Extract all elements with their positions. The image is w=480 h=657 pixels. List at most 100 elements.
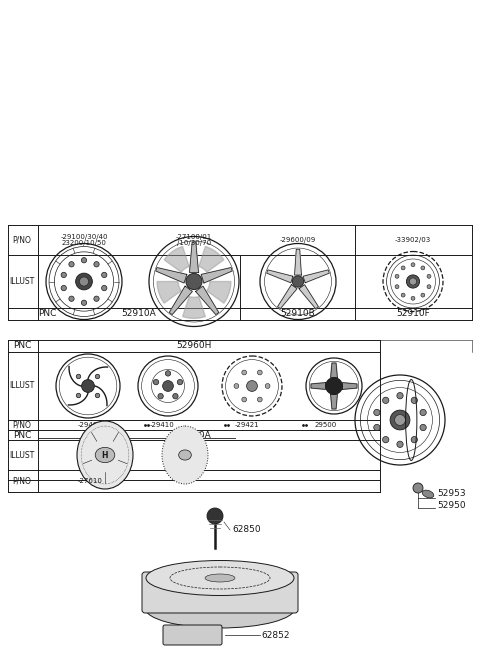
Text: -29421: -29421 xyxy=(235,422,260,428)
Text: -29100/30/40
23200/10/50: -29100/30/40 23200/10/50 xyxy=(60,233,108,246)
Text: -29400: -29400 xyxy=(78,422,103,428)
Circle shape xyxy=(374,409,380,416)
Text: -33902/03: -33902/03 xyxy=(395,237,431,243)
Ellipse shape xyxy=(422,490,434,498)
Circle shape xyxy=(265,384,270,388)
Polygon shape xyxy=(299,284,318,309)
Circle shape xyxy=(61,285,66,291)
Circle shape xyxy=(395,284,399,288)
Text: P/NO: P/NO xyxy=(12,235,31,244)
Circle shape xyxy=(292,276,304,287)
Circle shape xyxy=(79,277,88,286)
Circle shape xyxy=(411,296,415,300)
Text: PNC: PNC xyxy=(13,342,31,350)
Polygon shape xyxy=(295,249,301,275)
Ellipse shape xyxy=(248,384,256,388)
Circle shape xyxy=(76,273,92,290)
Circle shape xyxy=(395,415,406,425)
Text: 29500: 29500 xyxy=(315,422,337,428)
Circle shape xyxy=(163,380,173,392)
Circle shape xyxy=(81,258,87,263)
Circle shape xyxy=(383,436,389,443)
Circle shape xyxy=(81,300,87,306)
Circle shape xyxy=(420,424,426,430)
Circle shape xyxy=(390,410,410,430)
Circle shape xyxy=(153,379,159,385)
Circle shape xyxy=(69,261,74,267)
Circle shape xyxy=(242,370,247,375)
Polygon shape xyxy=(331,363,337,378)
Text: H: H xyxy=(102,451,108,459)
Polygon shape xyxy=(199,246,224,272)
Polygon shape xyxy=(164,246,189,272)
Circle shape xyxy=(397,392,403,399)
Circle shape xyxy=(409,278,417,285)
Polygon shape xyxy=(331,394,337,409)
Circle shape xyxy=(95,394,100,397)
Circle shape xyxy=(207,508,223,524)
Circle shape xyxy=(401,293,405,297)
Ellipse shape xyxy=(95,447,115,463)
Circle shape xyxy=(395,275,399,279)
Polygon shape xyxy=(201,267,232,283)
Text: P/NO: P/NO xyxy=(12,420,31,430)
Text: -29600/09: -29600/09 xyxy=(280,237,316,243)
Text: -27610: -27610 xyxy=(78,478,103,484)
Text: 62850: 62850 xyxy=(232,526,261,535)
Polygon shape xyxy=(157,281,181,303)
Polygon shape xyxy=(311,382,325,390)
Circle shape xyxy=(421,293,425,297)
Text: -29410: -29410 xyxy=(150,422,175,428)
Ellipse shape xyxy=(162,426,208,484)
Circle shape xyxy=(401,266,405,270)
Circle shape xyxy=(61,272,66,278)
Ellipse shape xyxy=(179,450,192,460)
Text: 52960A: 52960A xyxy=(177,430,211,440)
Text: 52910B: 52910B xyxy=(281,309,315,319)
Text: P/NO: P/NO xyxy=(12,476,31,486)
Text: ILLUST: ILLUST xyxy=(10,451,35,459)
Ellipse shape xyxy=(77,421,133,489)
Text: ILLUST: ILLUST xyxy=(10,382,35,390)
Text: PNC: PNC xyxy=(38,309,56,319)
Circle shape xyxy=(102,285,107,291)
Text: ILLUST: ILLUST xyxy=(10,277,35,286)
Polygon shape xyxy=(207,281,231,303)
Circle shape xyxy=(325,378,342,394)
Circle shape xyxy=(411,397,418,403)
Text: 52960H: 52960H xyxy=(176,342,212,350)
Text: PNC: PNC xyxy=(13,430,31,440)
Ellipse shape xyxy=(145,588,295,628)
Polygon shape xyxy=(182,296,205,319)
Text: 52950: 52950 xyxy=(437,501,466,510)
Circle shape xyxy=(186,273,202,290)
Circle shape xyxy=(257,397,262,402)
Circle shape xyxy=(383,397,389,403)
Circle shape xyxy=(411,436,418,443)
Polygon shape xyxy=(267,270,293,283)
Text: -27100/01
/10/30/70: -27100/01 /10/30/70 xyxy=(176,233,212,246)
Circle shape xyxy=(82,380,95,392)
FancyBboxPatch shape xyxy=(142,572,298,613)
Ellipse shape xyxy=(146,560,294,595)
Circle shape xyxy=(234,384,239,388)
Polygon shape xyxy=(156,267,187,283)
Circle shape xyxy=(94,261,99,267)
Circle shape xyxy=(411,263,415,267)
Polygon shape xyxy=(190,242,199,273)
Polygon shape xyxy=(169,286,192,315)
Circle shape xyxy=(76,374,81,378)
Circle shape xyxy=(427,284,431,288)
Circle shape xyxy=(158,394,163,399)
Circle shape xyxy=(407,275,420,288)
Polygon shape xyxy=(342,382,357,390)
Circle shape xyxy=(421,266,425,270)
FancyBboxPatch shape xyxy=(163,625,222,645)
Circle shape xyxy=(397,441,403,447)
Circle shape xyxy=(374,424,380,430)
Circle shape xyxy=(69,296,74,302)
Circle shape xyxy=(420,409,426,416)
Circle shape xyxy=(173,394,178,399)
Circle shape xyxy=(247,380,257,392)
Text: 62852: 62852 xyxy=(261,631,289,639)
